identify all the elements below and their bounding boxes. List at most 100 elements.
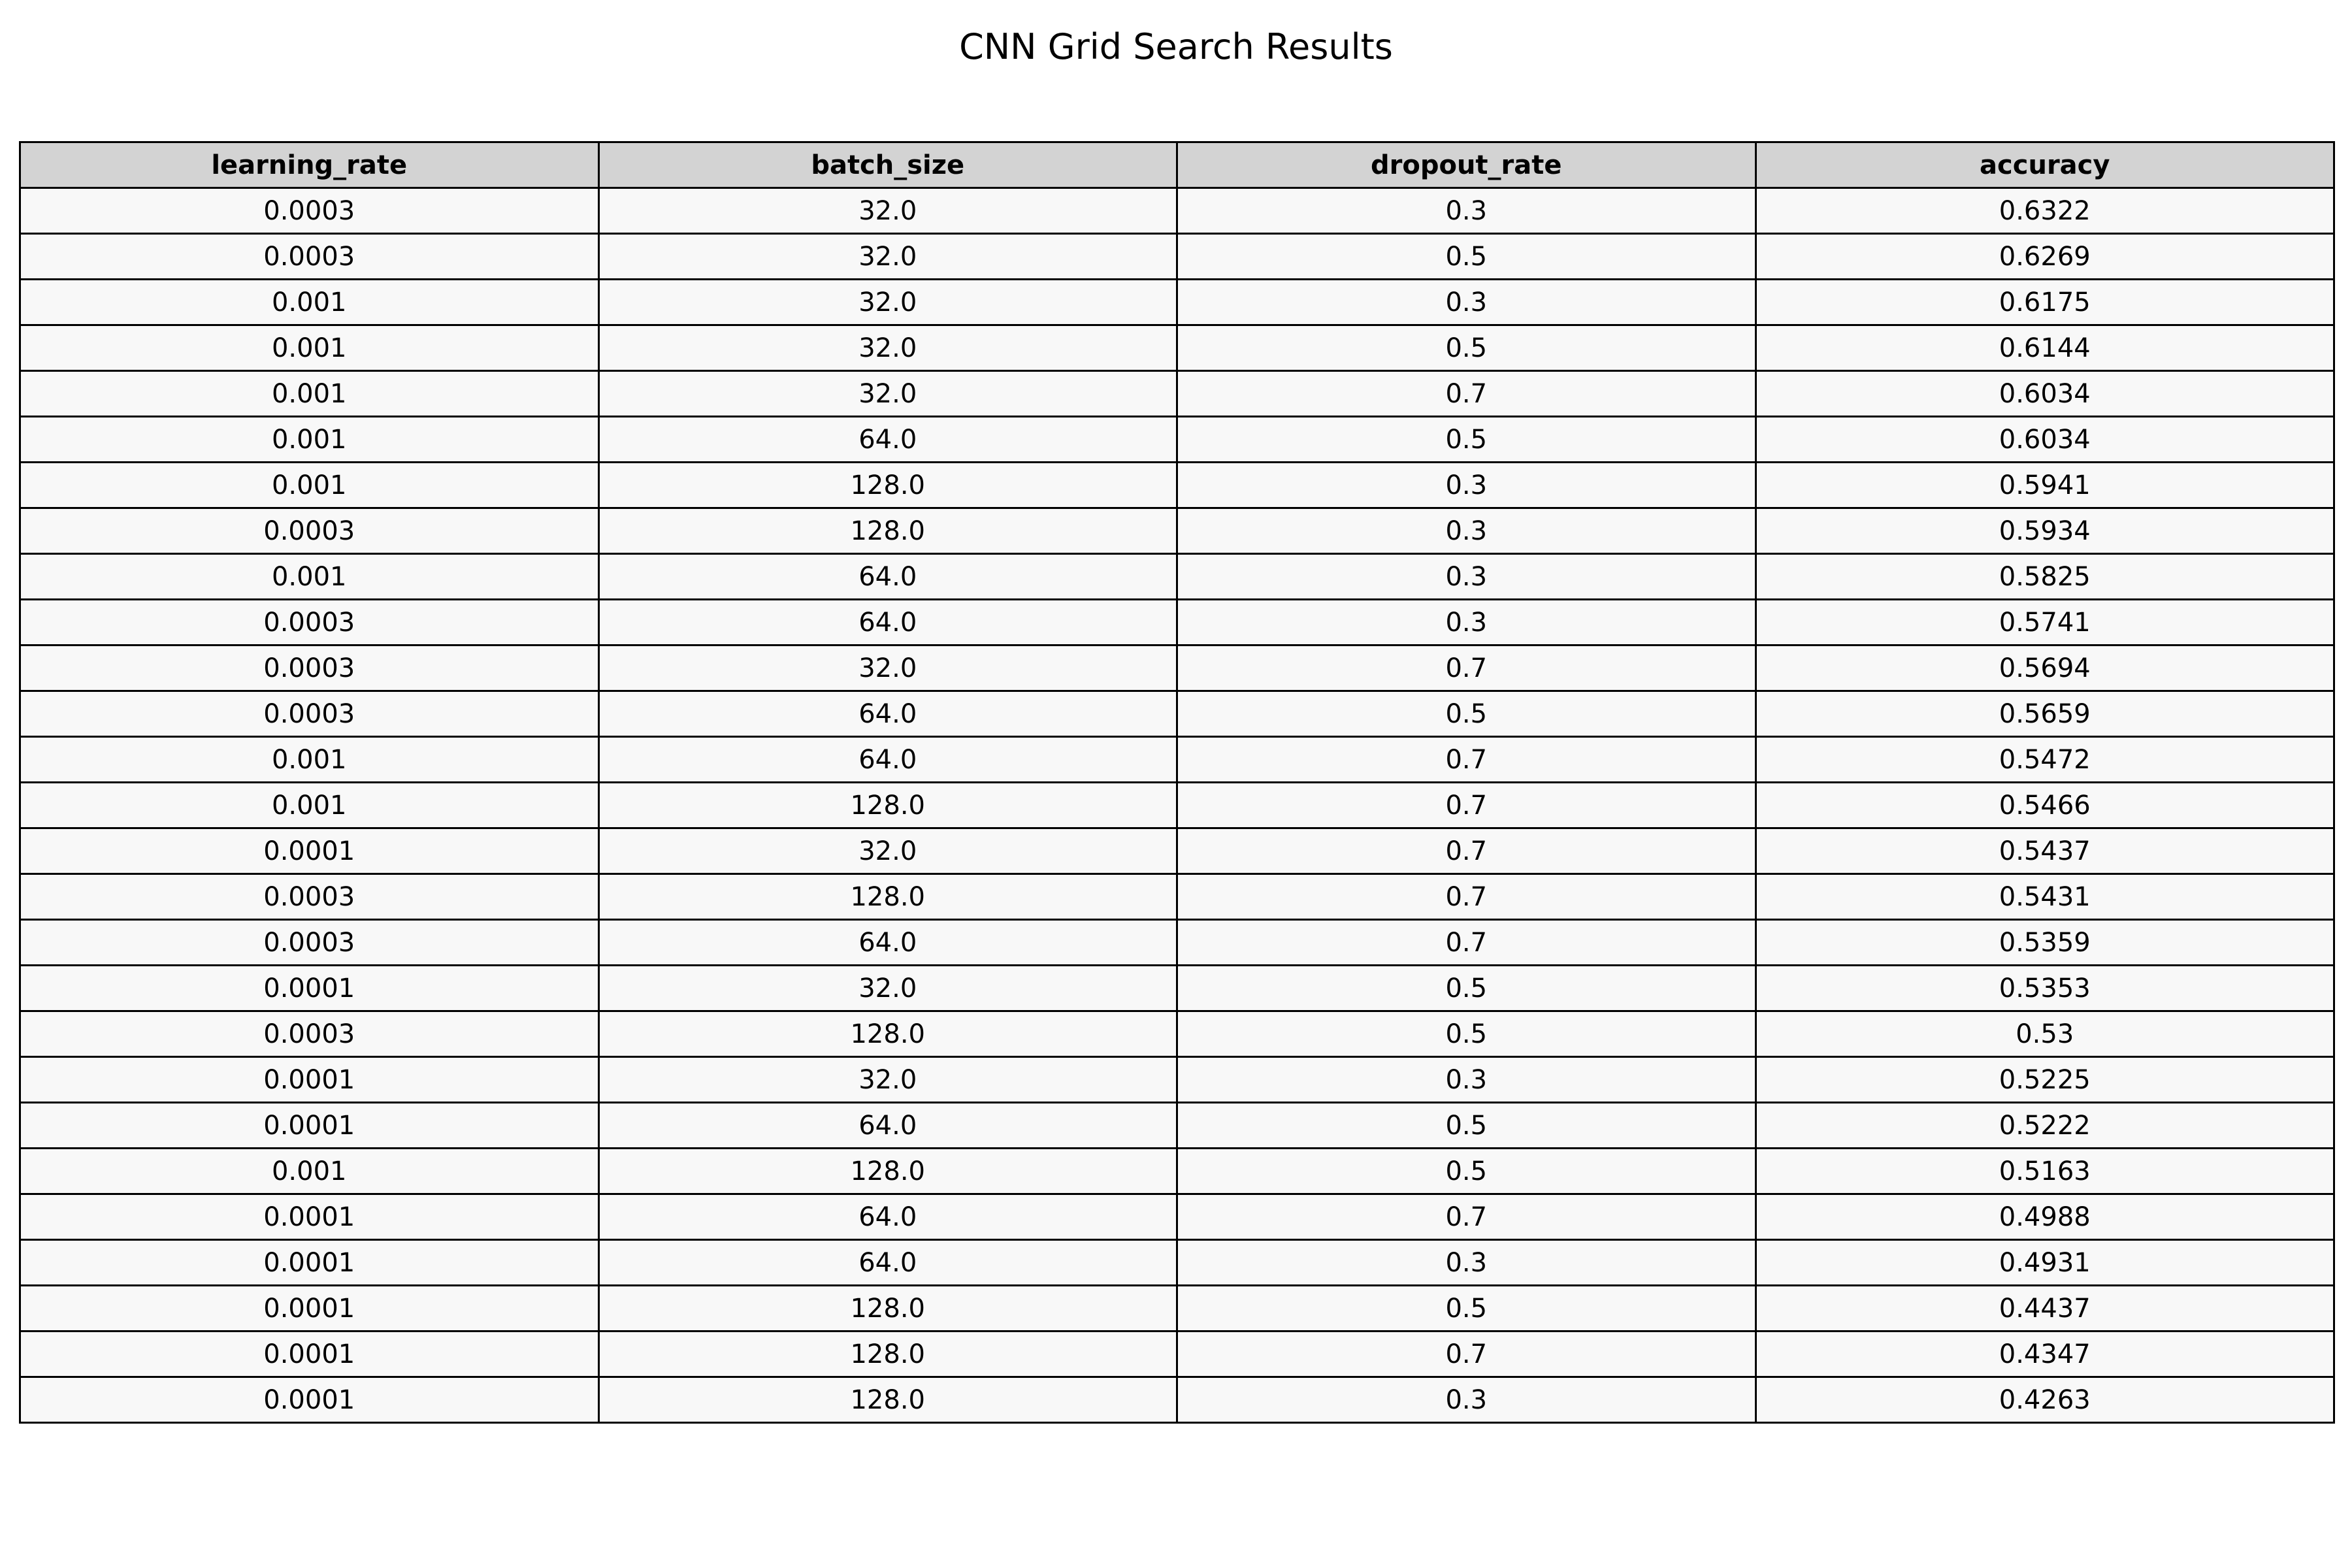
table-cell-batch-size: 64.0 [597,416,1178,463]
table-cell-dropout-rate: 0.5 [1176,233,1757,280]
table-cell-dropout-rate: 0.5 [1176,690,1757,738]
table-cell-dropout-rate: 0.3 [1176,507,1757,555]
table-row: 0.001 128.0 0.7 0.5466 [19,781,2335,829]
column-header-batch-size: batch_size [597,141,1178,189]
table-cell-dropout-rate: 0.3 [1176,553,1757,600]
table-row: 0.0001 128.0 0.5 0.4437 [19,1284,2335,1332]
chart-title: CNN Grid Search Results [959,26,1393,67]
table-row: 0.0001 64.0 0.5 0.5222 [19,1102,2335,1149]
table-cell-dropout-rate: 0.5 [1176,1010,1757,1058]
table-row: 0.0001 32.0 0.7 0.5437 [19,827,2335,875]
table-cell-learning-rate: 0.001 [19,736,600,783]
table-row: 0.0003 32.0 0.3 0.6322 [19,187,2335,235]
table-cell-learning-rate: 0.0003 [19,233,600,280]
table-cell-batch-size: 32.0 [597,827,1178,875]
table-row: 0.0001 64.0 0.7 0.4988 [19,1193,2335,1241]
table-cell-dropout-rate: 0.7 [1176,1193,1757,1241]
table-cell-batch-size: 32.0 [597,187,1178,235]
table-cell-learning-rate: 0.0001 [19,1239,600,1286]
table-cell-dropout-rate: 0.3 [1176,598,1757,646]
table-cell-accuracy: 0.5353 [1754,964,2335,1012]
table-cell-accuracy: 0.5659 [1754,690,2335,738]
table-row: 0.0003 128.0 0.3 0.5934 [19,507,2335,555]
table-cell-batch-size: 32.0 [597,324,1178,372]
table-cell-accuracy: 0.5466 [1754,781,2335,829]
table-cell-accuracy: 0.6034 [1754,416,2335,463]
table-row: 0.001 32.0 0.5 0.6144 [19,324,2335,372]
table-cell-learning-rate: 0.0003 [19,598,600,646]
table-cell-accuracy: 0.5694 [1754,644,2335,692]
table-cell-learning-rate: 0.001 [19,416,600,463]
table-row: 0.001 128.0 0.5 0.5163 [19,1147,2335,1195]
table-cell-learning-rate: 0.0003 [19,873,600,921]
table-cell-accuracy: 0.5222 [1754,1102,2335,1149]
table-cell-learning-rate: 0.0001 [19,1284,600,1332]
table-cell-learning-rate: 0.001 [19,553,600,600]
table-cell-accuracy: 0.53 [1754,1010,2335,1058]
table-cell-dropout-rate: 0.7 [1176,370,1757,417]
table-cell-learning-rate: 0.0003 [19,919,600,966]
header-row: learning_rate batch_size dropout_rate accur… [19,141,2335,189]
table-cell-learning-rate: 0.0001 [19,1102,600,1149]
table-cell-batch-size: 128.0 [597,461,1178,509]
table-row: 0.001 32.0 0.3 0.6175 [19,278,2335,326]
table-row: 0.001 64.0 0.3 0.5825 [19,553,2335,600]
table-cell-batch-size: 64.0 [597,598,1178,646]
table-cell-learning-rate: 0.0003 [19,690,600,738]
table-row: 0.0003 64.0 0.3 0.5741 [19,598,2335,646]
table-cell-learning-rate: 0.001 [19,461,600,509]
table-row: 0.0003 64.0 0.7 0.5359 [19,919,2335,966]
table-header: learning_rate batch_size dropout_rate accur… [19,141,2335,189]
table-cell-dropout-rate: 0.3 [1176,461,1757,509]
table-cell-dropout-rate: 0.7 [1176,644,1757,692]
table-cell-accuracy: 0.5163 [1754,1147,2335,1195]
table-cell-batch-size: 32.0 [597,1056,1178,1103]
table-cell-accuracy: 0.5472 [1754,736,2335,783]
table-cell-dropout-rate: 0.5 [1176,416,1757,463]
table-cell-dropout-rate: 0.7 [1176,1330,1757,1378]
table-cell-batch-size: 32.0 [597,278,1178,326]
table-cell-learning-rate: 0.001 [19,278,600,326]
table-cell-learning-rate: 0.0001 [19,1330,600,1378]
table-cell-batch-size: 32.0 [597,370,1178,417]
table-cell-dropout-rate: 0.3 [1176,187,1757,235]
table-cell-accuracy: 0.5225 [1754,1056,2335,1103]
table-cell-dropout-rate: 0.7 [1176,827,1757,875]
table-cell-batch-size: 128.0 [597,1376,1178,1424]
table-row: 0.0003 128.0 0.7 0.5431 [19,873,2335,921]
table-cell-learning-rate: 0.001 [19,1147,600,1195]
table-cell-learning-rate: 0.001 [19,370,600,417]
table-cell-batch-size: 128.0 [597,1284,1178,1332]
table-cell-dropout-rate: 0.5 [1176,324,1757,372]
table-cell-learning-rate: 0.0001 [19,827,600,875]
table-cell-accuracy: 0.6034 [1754,370,2335,417]
table-cell-accuracy: 0.4931 [1754,1239,2335,1286]
table-cell-accuracy: 0.5437 [1754,827,2335,875]
table-cell-batch-size: 128.0 [597,1010,1178,1058]
table-cell-dropout-rate: 0.7 [1176,873,1757,921]
table-cell-accuracy: 0.4988 [1754,1193,2335,1241]
table-body: 0.0003 32.0 0.3 0.6322 0.0003 32.0 0.5 0.6269 0.… [19,187,2335,1424]
table-cell-dropout-rate: 0.5 [1176,964,1757,1012]
table-cell-dropout-rate: 0.3 [1176,1056,1757,1103]
table-cell-accuracy: 0.6144 [1754,324,2335,372]
table-cell-batch-size: 128.0 [597,873,1178,921]
table-row: 0.0001 128.0 0.7 0.4347 [19,1330,2335,1378]
column-header-accuracy: accuracy [1754,141,2335,189]
table-cell-batch-size: 64.0 [597,1102,1178,1149]
table-row: 0.001 64.0 0.7 0.5472 [19,736,2335,783]
grid-search-results-table: learning_rate batch_size dropout_rate accur… [19,141,2335,1424]
table-cell-batch-size: 32.0 [597,233,1178,280]
table-cell-learning-rate: 0.0001 [19,1193,600,1241]
table-row: 0.001 32.0 0.7 0.6034 [19,370,2335,417]
table-cell-accuracy: 0.5431 [1754,873,2335,921]
column-header-learning-rate: learning_rate [19,141,600,189]
table-cell-batch-size: 32.0 [597,644,1178,692]
table-row: 0.0003 64.0 0.5 0.5659 [19,690,2335,738]
table-cell-dropout-rate: 0.7 [1176,781,1757,829]
table-cell-learning-rate: 0.001 [19,324,600,372]
table-row: 0.0001 32.0 0.3 0.5225 [19,1056,2335,1103]
table-cell-batch-size: 64.0 [597,690,1178,738]
table-row: 0.0003 32.0 0.7 0.5694 [19,644,2335,692]
table-cell-accuracy: 0.4347 [1754,1330,2335,1378]
